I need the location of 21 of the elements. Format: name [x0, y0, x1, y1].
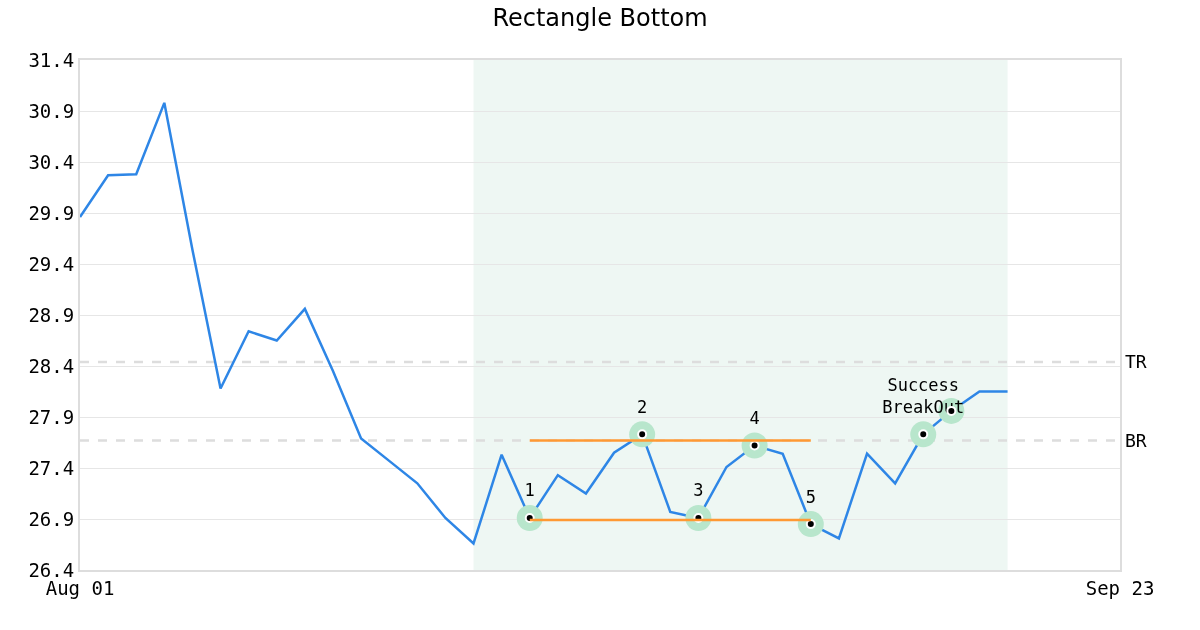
y-tick-label: 27.4	[28, 456, 75, 479]
annotation: 3	[693, 480, 704, 501]
annotation: 4	[749, 408, 760, 429]
annotation: Success BreakOut	[882, 374, 965, 417]
y-tick-label: 26.9	[28, 507, 75, 530]
ref-line-label: TR	[1125, 351, 1147, 372]
y-tick-label: 27.9	[28, 405, 75, 428]
y-tick-label: 30.9	[28, 99, 75, 122]
y-tick-label: 30.4	[28, 150, 75, 173]
y-tick-label: 29.9	[28, 201, 75, 224]
chart-title: Rectangle Bottom	[492, 4, 708, 33]
x-tick-label: Sep 23	[1085, 576, 1155, 599]
y-tick-label: 28.9	[28, 303, 75, 326]
y-tick-label: 31.4	[28, 48, 75, 71]
ref-line-label: BR	[1125, 430, 1147, 451]
y-tick-label: 29.4	[28, 252, 75, 275]
line-series	[80, 101, 1009, 545]
annotation: 2	[637, 396, 648, 417]
annotation: 5	[805, 486, 816, 507]
annotation: 1	[524, 480, 535, 501]
y-tick-label: 28.4	[28, 354, 75, 377]
